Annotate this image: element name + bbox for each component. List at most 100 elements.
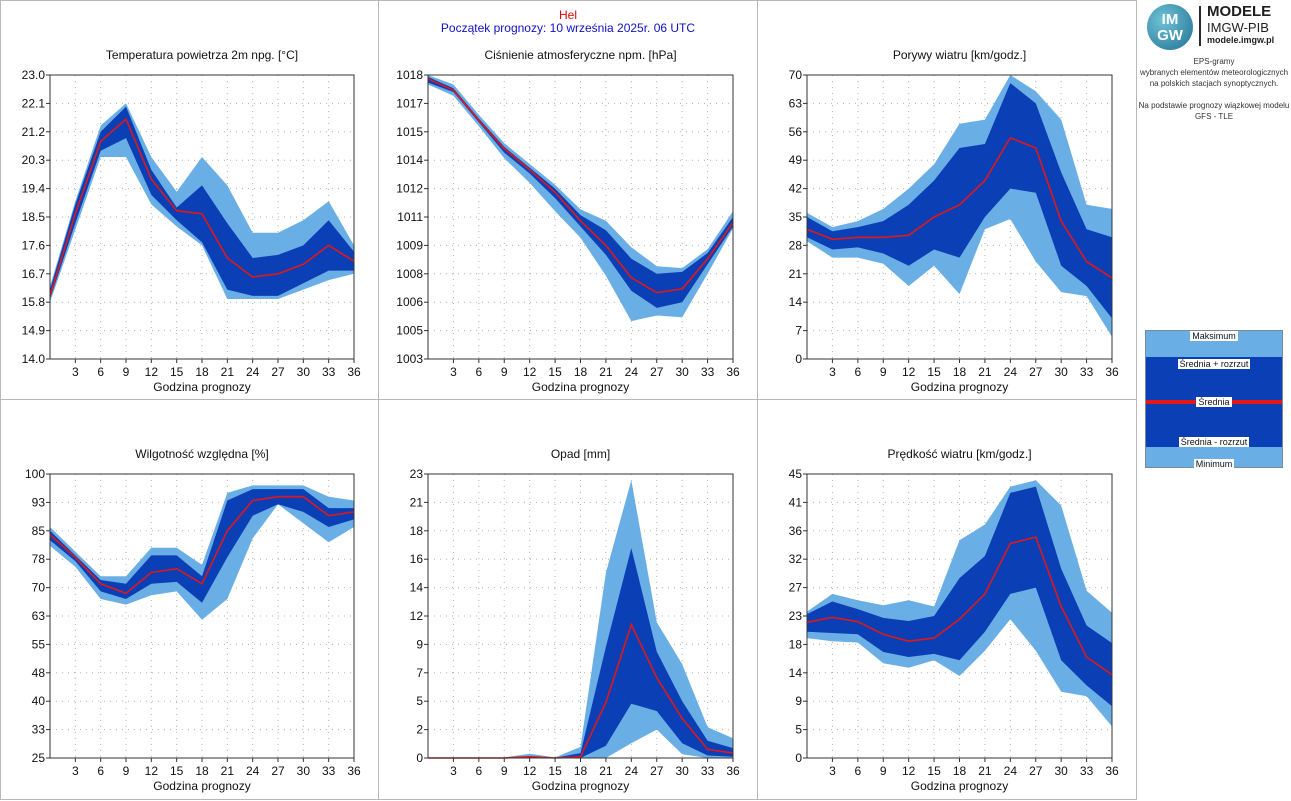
legend-label-mean: Średnia <box>1196 397 1232 407</box>
y-tick-label: 40 <box>32 694 46 708</box>
x-tick-label: 3 <box>450 764 457 778</box>
legend-band-min <box>1146 447 1282 467</box>
x-tick-label: 24 <box>625 764 639 778</box>
x-tick-label: 18 <box>953 365 967 379</box>
x-tick-label: 18 <box>574 764 588 778</box>
y-tick-label: 0 <box>795 352 802 366</box>
chart-title: Opad [mm] <box>551 447 610 461</box>
x-tick-label: 3 <box>829 764 836 778</box>
y-tick-label: 1006 <box>396 295 423 309</box>
x-tick-label: 6 <box>854 365 861 379</box>
y-tick-label: 2 <box>416 723 423 737</box>
y-tick-label: 21.2 <box>22 125 46 139</box>
y-tick-label: 56 <box>789 125 803 139</box>
y-tick-label: 55 <box>32 637 46 651</box>
x-tick-label: 36 <box>726 764 740 778</box>
y-tick-label: 1003 <box>396 352 423 366</box>
x-tick-label: 6 <box>97 365 104 379</box>
y-tick-label: 1017 <box>396 96 423 110</box>
y-tick-label: 70 <box>32 581 46 595</box>
logo-bottom-text: GW <box>1157 27 1183 44</box>
sidebar-description: EPS-gramy wybranych elementów meteorolog… <box>1137 56 1291 122</box>
x-tick-label: 30 <box>297 764 311 778</box>
x-tick-label: 27 <box>650 764 664 778</box>
y-tick-label: 12 <box>410 609 424 623</box>
chart-title: Prędkość wiatru [km/godz.] <box>887 447 1031 461</box>
y-tick-label: 9 <box>416 637 423 651</box>
x-tick-label: 33 <box>1080 764 1094 778</box>
y-tick-label: 32 <box>789 552 803 566</box>
chart-panel: Wilgotność względna [%] 25 33 40 48 55 63 70 78 8… <box>0 399 379 800</box>
chart-panel: Porywy wiatru [km/godz.] 0 7 14 21 28 35 42 49 56… <box>757 0 1137 400</box>
x-tick-label: 27 <box>271 764 285 778</box>
x-tick-label: 9 <box>501 764 508 778</box>
y-tick-label: 20.3 <box>22 153 46 167</box>
chart-panel: Opad [mm] 0 2 5 7 9 12 14 16 18 21 23 3 6 9 12 15 18 21 24 2… <box>378 399 758 800</box>
x-tick-label: 18 <box>195 764 209 778</box>
forecast-start: Początek prognozy: 10 września 2025r. 06… <box>440 21 696 35</box>
x-tick-label: 24 <box>246 764 260 778</box>
x-tick-label: 12 <box>523 764 537 778</box>
y-tick-label: 14 <box>410 581 424 595</box>
chart-title: Ciśnienie atmosferyczne npm. [hPa] <box>484 48 676 62</box>
y-tick-label: 63 <box>789 96 803 110</box>
y-tick-label: 27 <box>789 581 803 595</box>
mean-line <box>427 78 734 294</box>
x-tick-label: 30 <box>675 764 689 778</box>
x-tick-label: 21 <box>221 764 235 778</box>
x-tick-label: 36 <box>726 365 740 379</box>
x-tick-label: 12 <box>902 365 916 379</box>
mean-line <box>49 117 355 297</box>
org-name: IMGW-PIB <box>1207 20 1269 35</box>
y-tick-label: 42 <box>789 182 803 196</box>
y-tick-label: 25 <box>32 751 46 765</box>
y-tick-label: 85 <box>32 524 46 538</box>
x-tick-label: 36 <box>347 365 361 379</box>
x-axis-label: Godzina prognozy <box>532 380 629 394</box>
x-tick-label: 33 <box>322 764 336 778</box>
chart-svg: Temperatura powietrza 2m npg. [°C] 14.0 14… <box>22 48 361 394</box>
chart-title: Wilgotność względna [%] <box>135 447 268 461</box>
chart-svg: Porywy wiatru [km/godz.] 0 7 14 21 28 35 42 49 56… <box>789 48 1119 394</box>
x-tick-label: 15 <box>170 764 184 778</box>
x-tick-label: 36 <box>1105 365 1119 379</box>
x-tick-label: 24 <box>1004 365 1018 379</box>
y-tick-label: 1014 <box>396 153 423 167</box>
y-tick-label: 1011 <box>397 210 423 224</box>
brand-name: MODELE <box>1207 3 1272 20</box>
x-tick-label: 21 <box>221 365 235 379</box>
legend-label-mean-minus: Średnia - rozrzut <box>1178 437 1250 447</box>
y-tick-label: 0 <box>795 751 802 765</box>
x-tick-label: 3 <box>72 365 79 379</box>
desc-line: EPS-gramy <box>1193 57 1235 66</box>
logo-top-text: IM <box>1161 11 1179 28</box>
y-tick-label: 14.9 <box>22 324 46 338</box>
x-tick-label: 12 <box>902 764 916 778</box>
y-tick-label: 1009 <box>396 238 423 252</box>
y-tick-label: 18.5 <box>22 210 46 224</box>
x-tick-label: 36 <box>347 764 361 778</box>
band-mean-spread <box>50 489 354 603</box>
y-tick-label: 93 <box>32 495 46 509</box>
x-axis-label: Godzina prognozy <box>153 380 250 394</box>
x-tick-label: 6 <box>475 764 482 778</box>
y-tick-label: 0 <box>416 751 423 765</box>
chart-svg: Prędkość wiatru [km/godz.] 0 5 9 14 18 23 27 32 3… <box>789 447 1119 793</box>
legend-label-mean-plus: Średnia + rozrzut <box>1177 359 1251 369</box>
legend-label-min: Minimum <box>1193 459 1235 469</box>
x-tick-label: 21 <box>978 764 992 778</box>
x-tick-label: 21 <box>599 365 613 379</box>
x-tick-label: 24 <box>625 365 639 379</box>
chart-panel: Prędkość wiatru [km/godz.] 0 5 9 14 18 23 27 32 3… <box>757 399 1137 800</box>
x-tick-label: 30 <box>675 365 689 379</box>
imgw-logo-icon: IM GW <box>1147 4 1193 50</box>
y-tick-label: 45 <box>789 467 803 481</box>
mean-line <box>49 495 355 595</box>
imgw-logo[interactable]: IM GW MODELE IMGW-PIB modele.imgw.pl <box>1145 2 1285 50</box>
x-tick-label: 33 <box>701 365 715 379</box>
y-tick-label: 5 <box>795 723 802 737</box>
x-tick-label: 12 <box>523 365 537 379</box>
x-axis-label: Godzina prognozy <box>532 779 629 793</box>
y-tick-label: 33 <box>32 723 46 737</box>
chart-title: Temperatura powietrza 2m npg. [°C] <box>106 48 298 62</box>
